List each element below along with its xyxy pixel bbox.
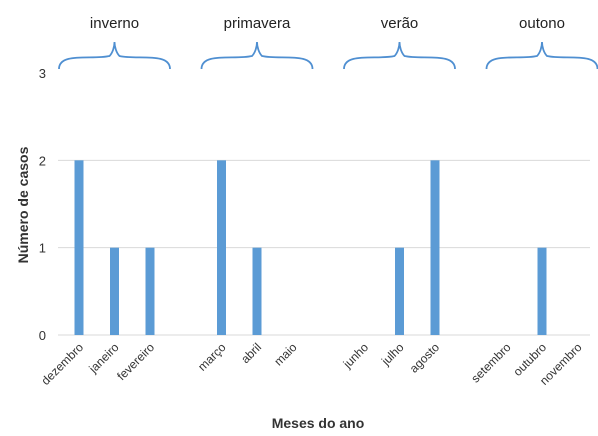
y-tick-labels: 0 1 2 3 xyxy=(39,66,46,343)
x-tick-maio: maio xyxy=(271,340,300,369)
x-tick-junho: junho xyxy=(340,340,372,372)
x-tick-abril: abril xyxy=(238,340,264,366)
brace-outono xyxy=(485,41,598,70)
bar-dezembro xyxy=(74,160,84,335)
y-tick-2: 2 xyxy=(39,153,46,168)
season-label-outono: outono xyxy=(519,15,565,32)
bar-fevereiro xyxy=(145,247,155,335)
x-tick-julho: julho xyxy=(378,340,407,369)
gridlines xyxy=(58,159,590,336)
bar-janeiro xyxy=(110,247,119,335)
bar-outubro xyxy=(537,247,547,335)
bar-julho xyxy=(395,247,404,335)
x-tick-fevereiro: fevereiro xyxy=(114,340,157,383)
brace-primavera xyxy=(200,41,314,70)
x-tick-agosto: agosto xyxy=(407,340,443,376)
x-tick-setembro: setembro xyxy=(468,340,514,386)
bar-março xyxy=(217,160,226,335)
y-axis-title: Número de casos xyxy=(15,146,31,263)
bar-agosto xyxy=(430,160,440,335)
y-tick-0: 0 xyxy=(39,328,46,343)
x-axis-title: Meses do ano xyxy=(272,415,365,431)
y-tick-1: 1 xyxy=(39,241,46,256)
x-tick-março: março xyxy=(195,340,229,374)
brace-verão xyxy=(343,41,456,70)
bar-abril xyxy=(252,247,262,335)
season-label-inverno: inverno xyxy=(90,15,139,32)
season-label-primavera: primavera xyxy=(224,15,291,32)
bars xyxy=(74,160,547,335)
y-tick-3: 3 xyxy=(39,66,46,81)
x-tick-dezembro: dezembro xyxy=(38,340,86,388)
season-label-verão: verão xyxy=(381,15,419,32)
season-groups: inverno primavera verão outono xyxy=(58,15,598,70)
brace-inverno xyxy=(58,41,171,70)
